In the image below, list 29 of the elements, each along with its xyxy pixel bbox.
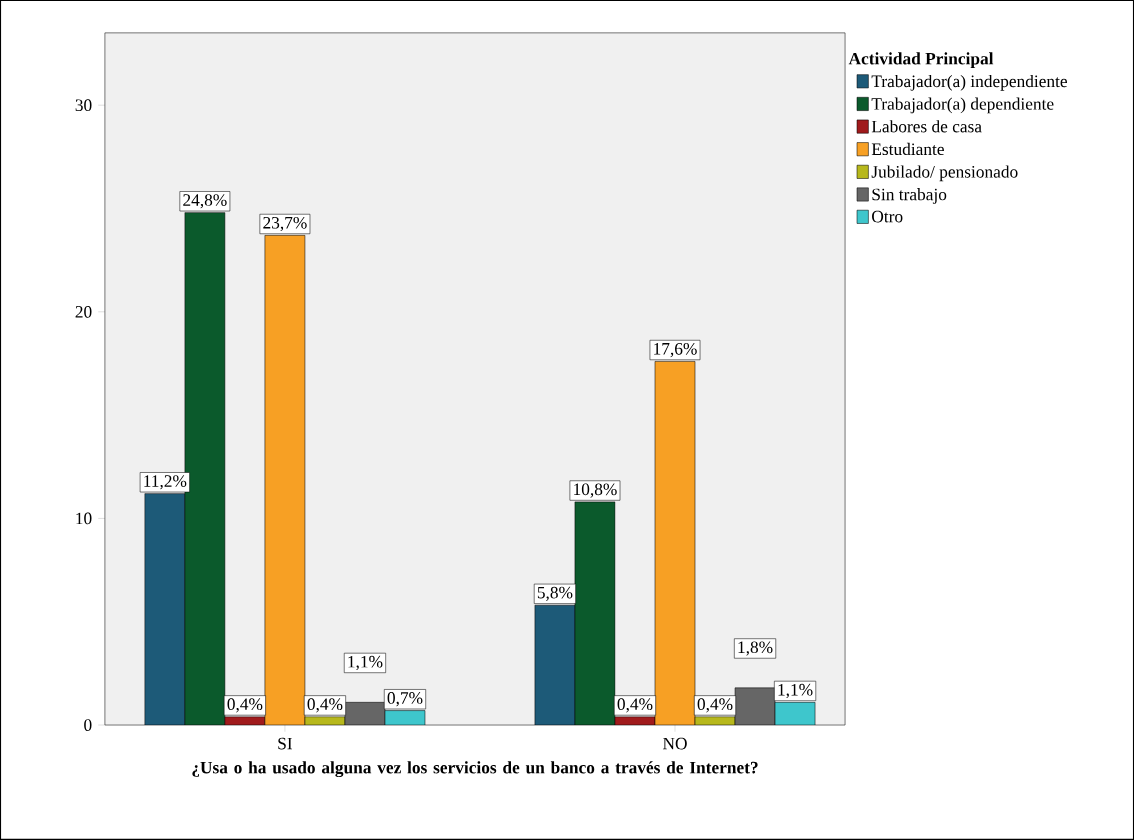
data-label: 0,4% — [617, 698, 653, 713]
x-axis-title: ¿Usa o ha usado alguna vez los servicios de un banco a través de Internet? — [192, 761, 758, 778]
legend-title: Actividad Principal — [848, 52, 994, 69]
data-label: 1,8% — [738, 641, 773, 656]
data-label: 1,1% — [778, 683, 813, 699]
y-tick-label: 0 — [84, 719, 92, 731]
legend-label: Estudiante — [871, 142, 944, 156]
data-label: 11,2% — [144, 475, 187, 490]
data-label: 5,8% — [537, 586, 573, 601]
data-label: 0,4% — [697, 698, 733, 713]
data-label: 0,4% — [307, 698, 343, 713]
y-tick-label: 30 — [75, 99, 92, 112]
legend-label: Trabajador(a) dependiente — [871, 97, 1054, 114]
y-tick-label: 10 — [76, 512, 92, 525]
legend-label: Sin trabajo — [872, 188, 947, 204]
data-label: 0,4% — [227, 698, 263, 713]
data-label: 17,6% — [654, 342, 697, 358]
data-label: 1,1% — [348, 655, 383, 671]
legend-label: Jubilado/ pensionado — [871, 165, 1018, 182]
legend-label: Trabajador(a) independiente — [871, 74, 1067, 91]
legend-label: Labores de casa — [871, 120, 982, 133]
data-label: 0,7% — [387, 692, 423, 707]
x-tick-label: NO — [662, 737, 687, 750]
y-tick-label: 20 — [75, 305, 92, 318]
data-label: 10,8% — [574, 483, 617, 498]
legend-label: Otro — [872, 210, 903, 223]
data-label: 24,8% — [183, 194, 227, 209]
data-label: 23,7% — [263, 216, 307, 232]
x-tick-label: SI — [278, 737, 293, 750]
